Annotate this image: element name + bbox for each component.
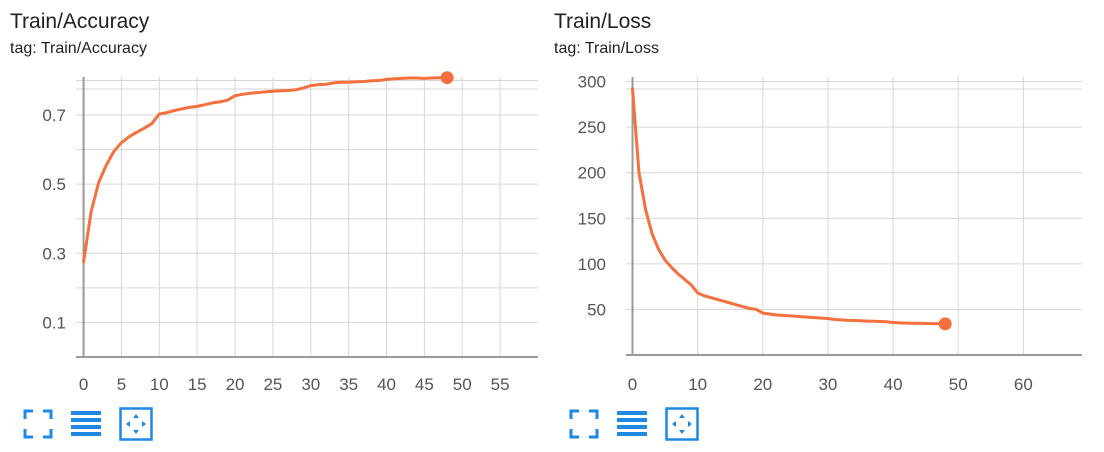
y-tick-label: 300 xyxy=(578,73,606,92)
x-tick-label: 0 xyxy=(628,375,637,394)
x-tick-label: 20 xyxy=(226,375,245,394)
x-tick-label: 35 xyxy=(339,375,358,394)
accuracy-plot[interactable]: 0 5 10 15 20 25 30 35 40 45 50 55 0.1 0.3 0.5 0.7 xyxy=(0,0,552,452)
y-tick-label: 250 xyxy=(578,118,606,137)
toggle-log-scale-icon xyxy=(617,411,647,436)
x-tick-label: 0 xyxy=(79,375,88,394)
fit-domain-button[interactable] xyxy=(664,406,700,442)
x-tick-label: 15 xyxy=(188,375,207,394)
y-tick-label: 0.5 xyxy=(42,175,66,194)
y-tick-label: 0.1 xyxy=(42,313,66,332)
fullscreen-button[interactable] xyxy=(566,406,602,442)
fit-domain-icon xyxy=(119,407,153,441)
x-tick-label: 45 xyxy=(415,375,434,394)
loss-card: Train/Loss tag: Train/Loss 0 10 20 30 40 50 60… xyxy=(552,0,1104,452)
fit-domain-icon xyxy=(665,407,699,441)
fullscreen-icon xyxy=(23,409,53,439)
x-tick-label: 10 xyxy=(150,375,169,394)
x-tick-label: 30 xyxy=(818,375,837,394)
y-tick-label: 0.3 xyxy=(42,244,66,263)
last-point-marker xyxy=(938,317,952,331)
fullscreen-button[interactable] xyxy=(20,406,56,442)
fullscreen-icon xyxy=(569,409,599,439)
toggle-log-scale-icon xyxy=(71,411,101,436)
x-tick-label: 10 xyxy=(688,375,707,394)
last-point-marker xyxy=(440,71,454,85)
y-tick-label: 0.7 xyxy=(42,106,66,125)
x-tick-label: 30 xyxy=(301,375,320,394)
series-line xyxy=(631,87,947,326)
chart-title: Train/Accuracy xyxy=(10,10,150,33)
fit-domain-button[interactable] xyxy=(118,406,154,442)
x-tick-label: 50 xyxy=(453,375,472,394)
y-tick-label: 150 xyxy=(578,209,606,228)
x-tick-label: 60 xyxy=(1014,375,1033,394)
x-tick-label: 40 xyxy=(884,375,903,394)
y-tick-label: 100 xyxy=(578,255,606,274)
chart-tag: tag: Train/Loss xyxy=(554,40,659,57)
x-tick-label: 40 xyxy=(377,375,396,394)
x-tick-label: 25 xyxy=(263,375,282,394)
accuracy-card: Train/Accuracy tag: Train/Accuracy 0 5 10 1… xyxy=(0,0,552,452)
chart-tag: tag: Train/Accuracy xyxy=(10,40,147,57)
y-tick-label: 50 xyxy=(587,300,606,319)
loss-plot[interactable]: 0 10 20 30 40 50 60 50 100 150 200 250 300 xyxy=(552,0,1104,452)
toggle-log-scale-button[interactable] xyxy=(68,406,104,442)
series-line xyxy=(82,76,449,264)
chart-title: Train/Loss xyxy=(554,10,652,33)
y-tick-label: 200 xyxy=(578,164,606,183)
x-tick-label: 50 xyxy=(949,375,968,394)
x-tick-label: 55 xyxy=(491,375,510,394)
toggle-log-scale-button[interactable] xyxy=(614,406,650,442)
x-tick-label: 20 xyxy=(753,375,772,394)
x-tick-label: 5 xyxy=(117,375,126,394)
